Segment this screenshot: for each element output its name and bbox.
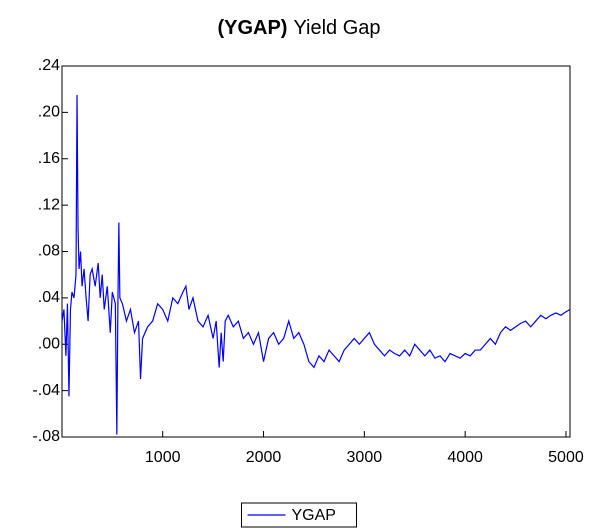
y-tick-label: .16 [38,150,60,167]
title-text: Yield Gap [293,17,380,39]
y-tick-label: .20 [38,104,60,121]
y-tick-label: .08 [38,243,60,260]
x-tick-label: 4000 [447,449,483,466]
y-tick-label: .12 [38,196,60,213]
x-tick-label: 3000 [347,449,383,466]
x-tick-label: 2000 [246,449,282,466]
x-tick-label: 5000 [548,449,584,466]
legend-label: YGAP [292,507,336,524]
legend: YGAP [241,502,357,528]
x-tick-label: 1000 [145,449,181,466]
y-tick-label: .04 [38,289,60,306]
y-tick-label: .00 [38,335,60,352]
title-prefix: (YGAP) [217,17,287,39]
chart-title: (YGAP) Yield Gap [217,17,380,39]
y-tick-label: -.04 [32,382,60,399]
y-tick-label: -.08 [32,428,60,445]
series-line [61,94,571,435]
plot-frame [61,65,571,438]
y-tick-label: .24 [38,57,60,74]
